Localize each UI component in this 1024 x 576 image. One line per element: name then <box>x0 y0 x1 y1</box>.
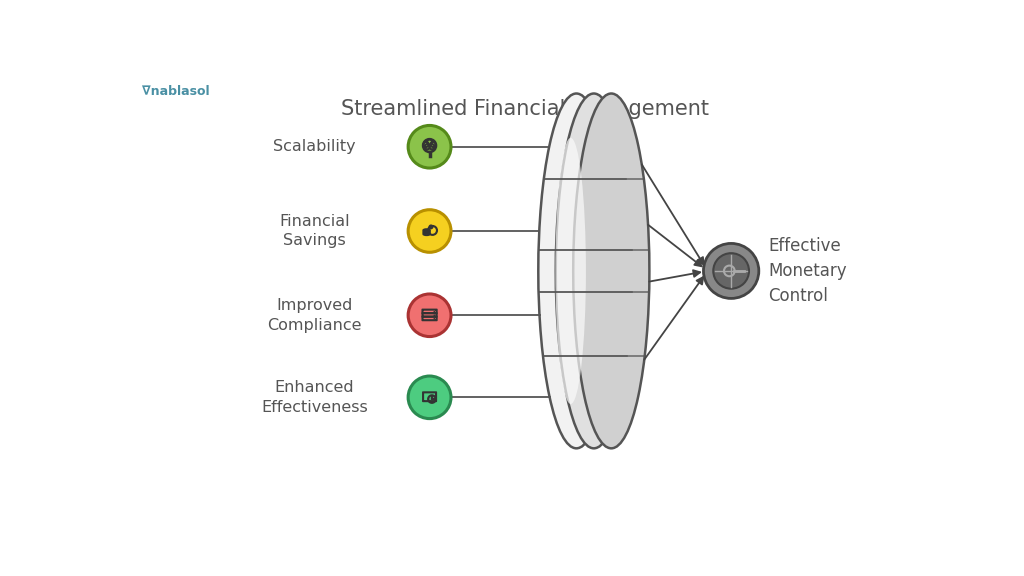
Text: Financial
Savings: Financial Savings <box>280 214 350 248</box>
Circle shape <box>409 210 451 252</box>
Ellipse shape <box>573 93 649 448</box>
Text: Effective
Monetary
Control: Effective Monetary Control <box>768 237 847 305</box>
Circle shape <box>433 311 435 313</box>
Circle shape <box>409 294 451 336</box>
Circle shape <box>433 318 435 320</box>
Ellipse shape <box>556 93 632 448</box>
Ellipse shape <box>555 138 586 404</box>
Text: ∇nablasol: ∇nablasol <box>142 85 210 98</box>
Text: Enhanced
Effectiveness: Enhanced Effectiveness <box>261 380 368 415</box>
Text: Scalability: Scalability <box>273 139 355 154</box>
Ellipse shape <box>539 93 614 448</box>
Circle shape <box>433 314 435 316</box>
Circle shape <box>714 253 749 289</box>
Text: Improved
Compliance: Improved Compliance <box>267 298 361 333</box>
Circle shape <box>409 126 451 168</box>
Circle shape <box>409 376 451 419</box>
Circle shape <box>703 244 759 298</box>
Circle shape <box>428 395 435 403</box>
Text: Streamlined Financial Management: Streamlined Financial Management <box>341 99 709 119</box>
